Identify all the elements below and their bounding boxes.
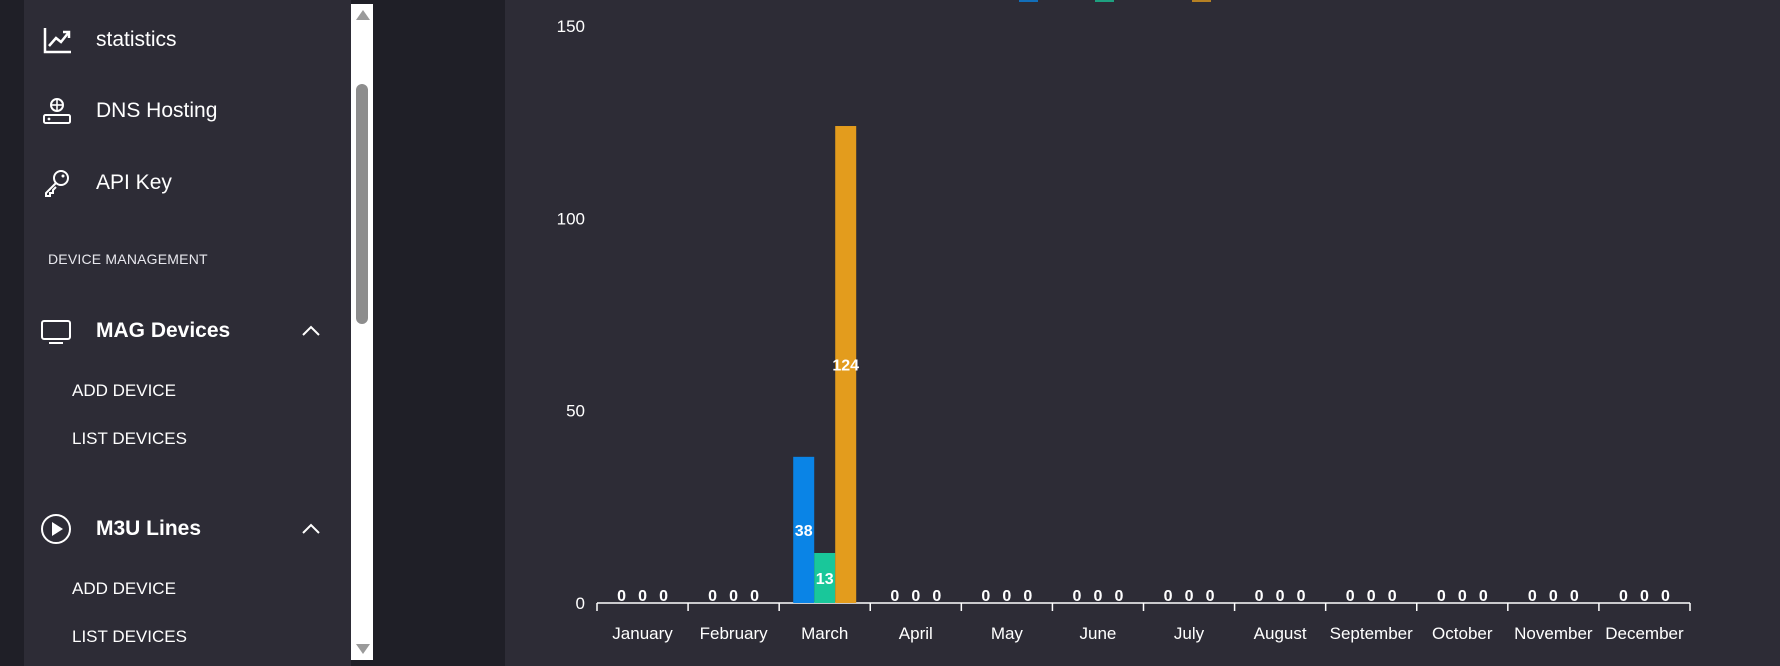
chart-legend [1019,0,1211,2]
bar-value-label: 0 [1570,588,1579,605]
sub-item-list-devices[interactable]: LIST DEVICES [72,627,187,646]
x-tick-label: July [1174,624,1205,643]
bar-value-label: 0 [1115,588,1124,605]
bar-value-label: 0 [1528,588,1537,605]
group-header-mag-devices[interactable]: MAG Devices [24,305,351,357]
group-label: MAG Devices [96,319,231,342]
bar-value-label: 0 [981,588,990,605]
y-tick-label: 150 [557,17,585,36]
bar-value-label: 13 [816,571,834,588]
bar-value-label: 0 [1002,588,1011,605]
monthly-bar-chart: 0 50 100 150 January February March April May Ju… [557,0,1691,643]
x-tick-label: May [991,624,1024,643]
bar-value-label: 0 [1549,588,1558,605]
scroll-down-arrow-icon[interactable] [356,644,370,654]
bar-value-label: 0 [1206,588,1215,605]
x-tick-label: April [899,624,933,643]
bar-value-label: 0 [1437,588,1446,605]
bar-value-label: 0 [708,588,717,605]
bar-value-label: 0 [1073,588,1082,605]
x-tick-label: December [1605,624,1684,643]
x-tick-label: October [1432,624,1493,643]
group-header-m3u-lines[interactable]: M3U Lines [24,503,351,555]
play-circle-icon [39,512,73,546]
legend-swatch [1019,0,1038,2]
bar-value-label: 0 [1619,588,1628,605]
x-axis: January February March April May June July Augu… [596,602,1691,643]
main-panel: 0 50 100 150 January February March April May Ju… [505,0,1780,666]
bar-value-label: 124 [832,358,859,375]
bar-value-label: 0 [890,588,899,605]
y-tick-label: 50 [566,402,585,421]
sub-item-add-device[interactable]: ADD DEVICE [72,381,176,400]
bar-value-label: 0 [1367,588,1376,605]
bar-value-label: 0 [932,588,941,605]
key-icon [41,167,73,199]
chevron-up-icon[interactable] [300,518,322,540]
sidebar: statistics DNS Hosting API Key DEVICE MA… [24,0,351,666]
bar [835,126,857,603]
bars [793,126,857,603]
x-tick-label: January [612,624,673,643]
bar-value-label: 0 [1640,588,1649,605]
bar-value-label: 0 [729,588,738,605]
scroll-thumb[interactable] [356,84,368,324]
bar-value-label: 0 [1388,588,1397,605]
x-tick-label: November [1514,624,1593,643]
bar-value-label: 0 [1164,588,1173,605]
sidebar-item-dns-hosting[interactable]: DNS Hosting [24,85,351,137]
bar-value-label: 0 [1297,588,1306,605]
x-tick-label: March [801,624,848,643]
section-label: DEVICE MANAGEMENT [48,251,208,267]
sidebar-item-api-key[interactable]: API Key [24,157,351,209]
bar [793,456,815,603]
server-globe-icon [41,95,73,127]
page-gutter [373,0,505,666]
y-axis: 0 50 100 150 [557,17,585,613]
sub-item-list-devices[interactable]: LIST DEVICES [72,429,187,448]
y-tick-label: 100 [557,209,585,228]
bar-value-label: 0 [1023,588,1032,605]
sidebar-item-label: statistics [96,28,177,51]
sidebar-item-label: API Key [96,171,172,194]
bar-value-label: 0 [617,588,626,605]
bar-value-label: 0 [1094,588,1103,605]
bar-value-label: 0 [638,588,647,605]
sub-item-add-device[interactable]: ADD DEVICE [72,579,176,598]
legend-swatch [1192,0,1211,2]
bar-value-label: 0 [1185,588,1194,605]
group-label: M3U Lines [96,517,202,540]
bar-value-label: 0 [750,588,759,605]
bar-value-label: 38 [795,523,813,540]
sidebar-item-statistics[interactable]: statistics [24,14,351,66]
x-tick-label: August [1254,624,1307,643]
bar-value-label: 0 [1479,588,1488,605]
x-tick-label: September [1330,624,1413,643]
bar-value-label: 0 [911,588,920,605]
chart-line-icon [41,24,73,56]
chevron-up-icon[interactable] [300,320,322,342]
legend-swatch [1095,0,1114,2]
sidebar-item-label: DNS Hosting [96,99,218,122]
x-tick-label: February [700,624,769,643]
bar-value-label: 0 [1346,588,1355,605]
sidebar-scrollbar[interactable] [351,4,373,660]
y-tick-label: 0 [576,594,585,613]
bar-value-label: 0 [1255,588,1264,605]
bar-value-label: 0 [1661,588,1670,605]
monitor-icon [39,314,73,348]
bar-value-label: 0 [1458,588,1467,605]
bar-value-label: 0 [659,588,668,605]
bar-value-label: 0 [1276,588,1285,605]
scroll-up-arrow-icon[interactable] [356,10,370,20]
x-tick-label: June [1080,624,1117,643]
bar [814,552,836,603]
